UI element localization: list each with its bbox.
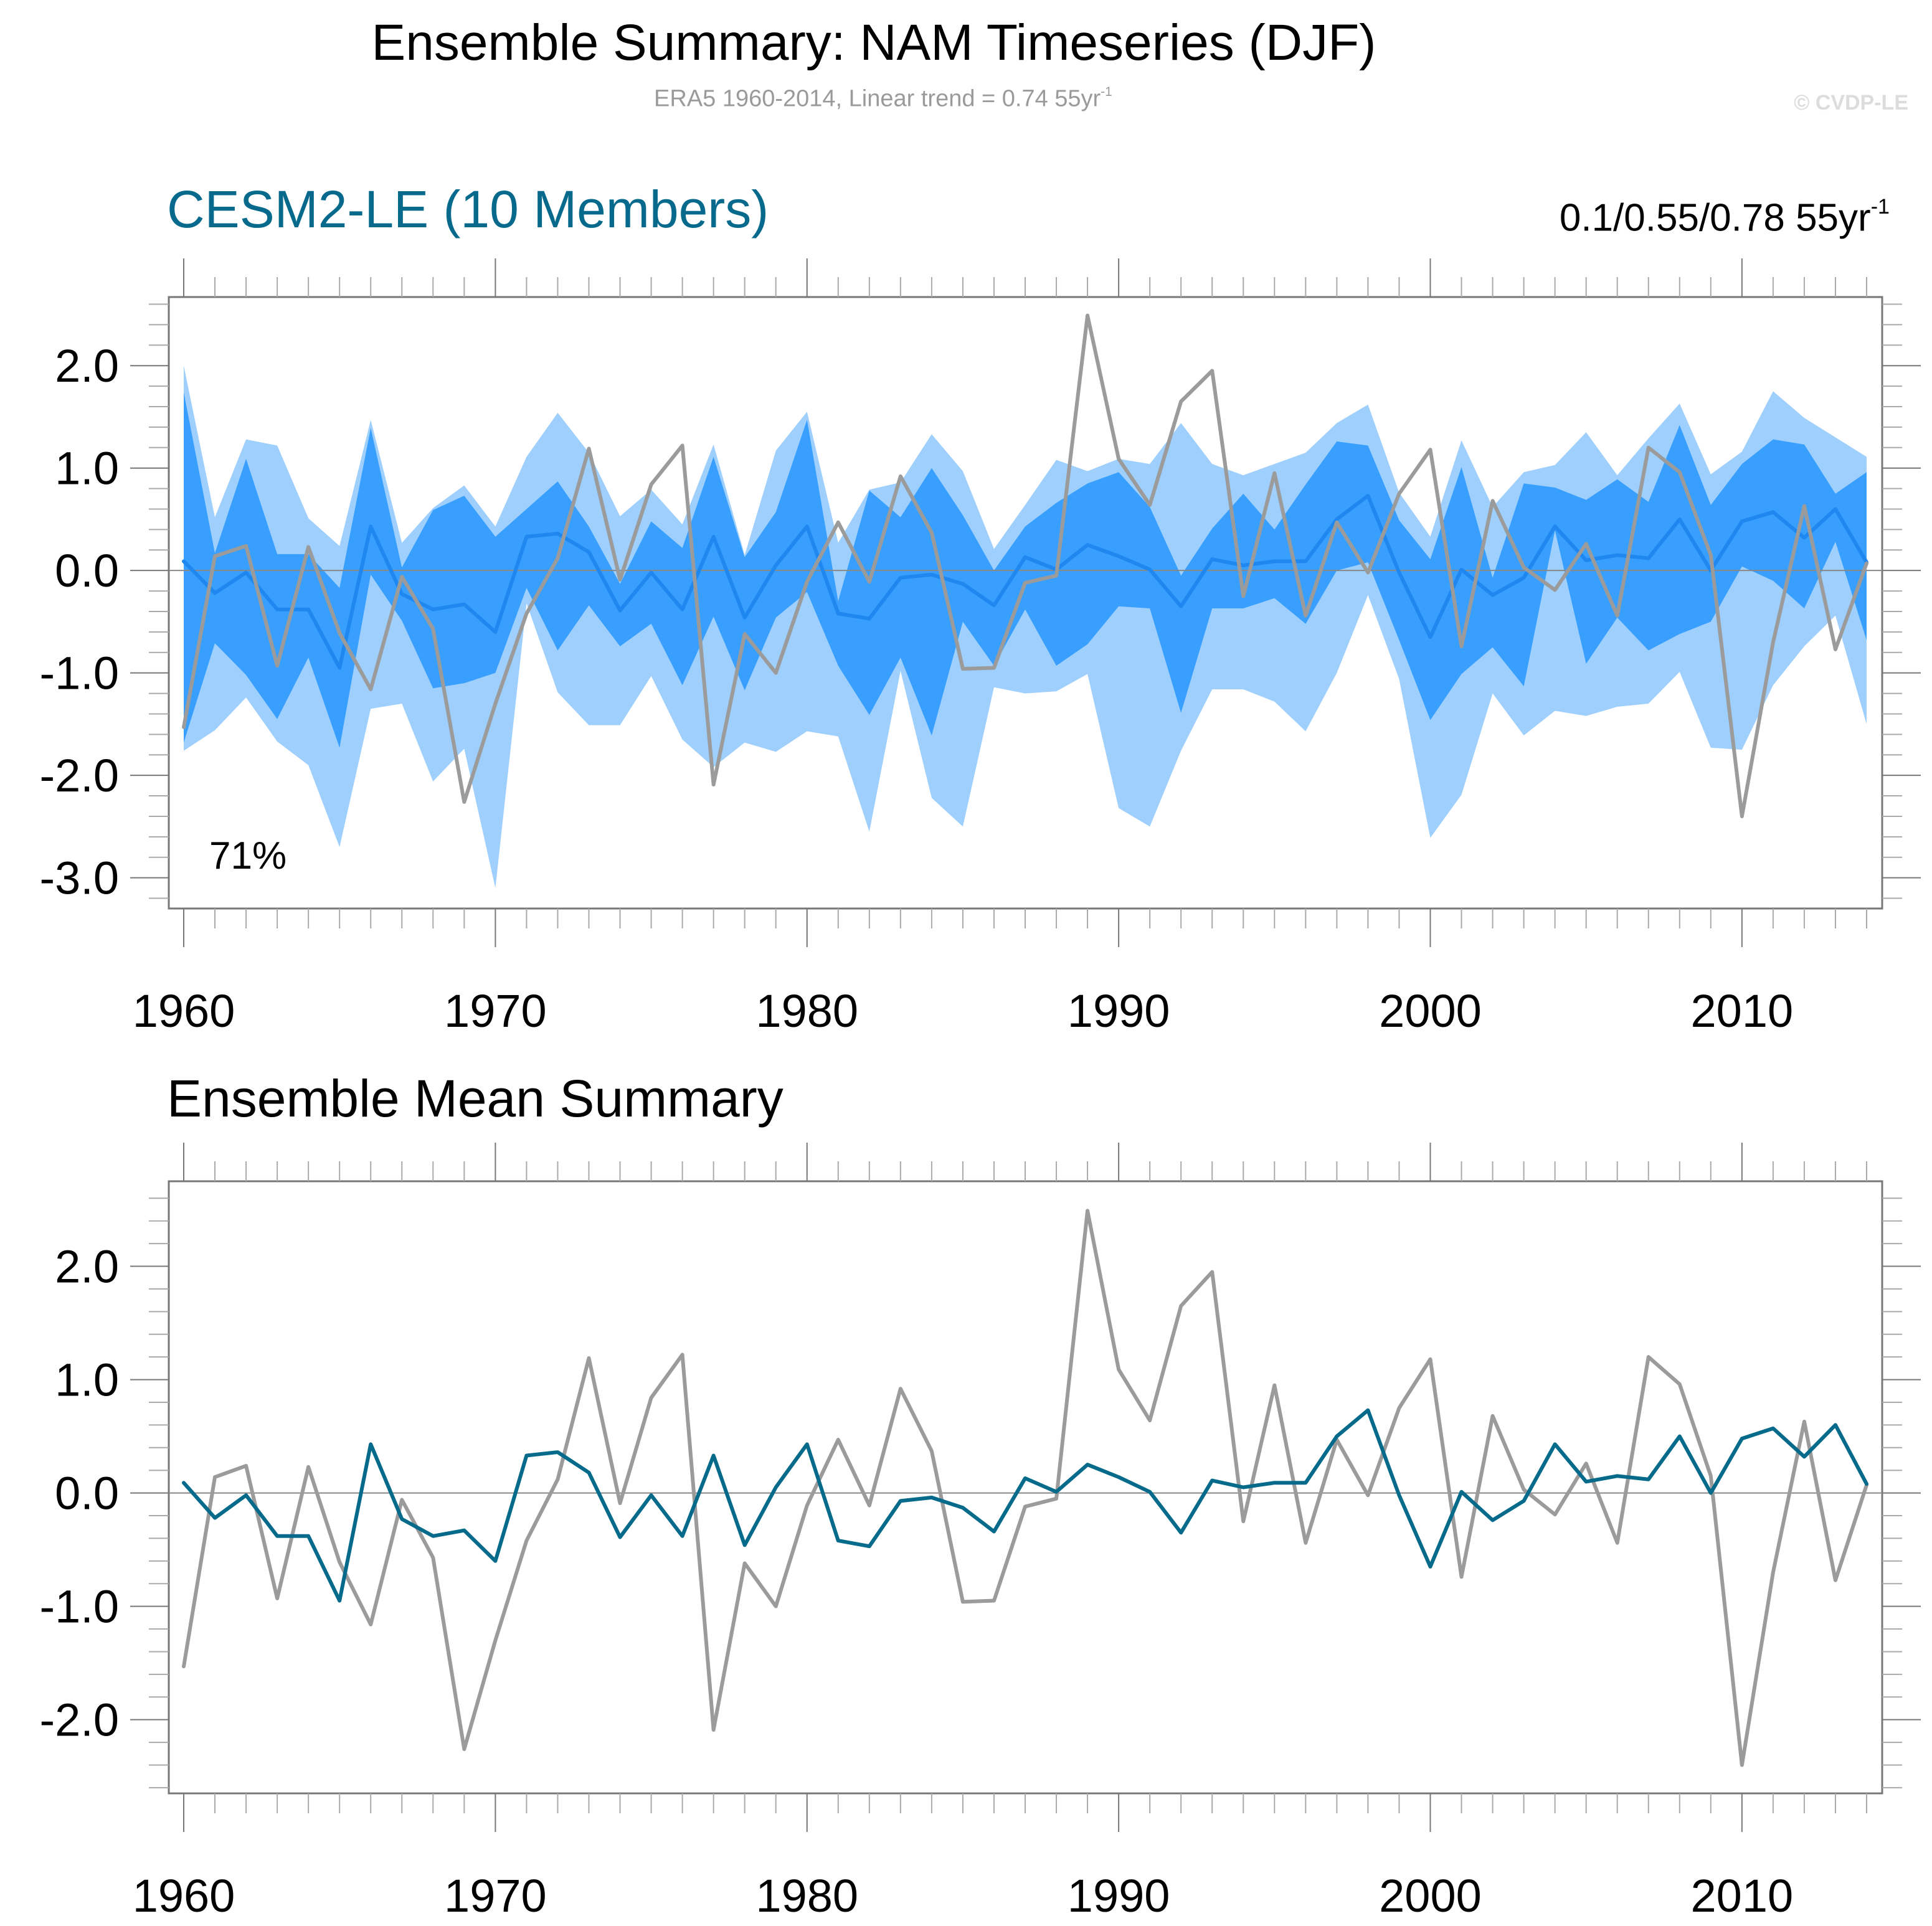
x-tick-label: 2000 — [1379, 985, 1482, 1037]
x-tick-label: 1980 — [755, 1870, 858, 1922]
y-tick-label: 1.0 — [55, 443, 119, 494]
y-tick-label: 2.0 — [55, 340, 119, 392]
subtitle-superscript: -1 — [1101, 85, 1112, 99]
x-tick-label: 2000 — [1379, 1870, 1482, 1922]
y-tick-label: 2.0 — [55, 1241, 119, 1293]
ensemble-min-max-band — [184, 366, 1867, 889]
trend-stats-superscript: -1 — [1870, 195, 1890, 219]
panel-ensemble-mean: 1960 1970 1980 1990 2000 2010 2.0 1.0 0.0 -1.0 -2.… — [39, 1143, 1921, 1922]
y-tick-label: -1.0 — [39, 648, 119, 699]
ensemble-mean-line — [182, 1408, 1868, 1603]
panel1-title: CESM2-LE (10 Members) — [167, 180, 769, 238]
trend-stats-text: 0.1/0.55/0.78 55yr — [1559, 196, 1871, 240]
x-tick-label: 2010 — [1691, 1870, 1794, 1922]
x-tick-label: 1970 — [444, 1870, 547, 1922]
copyright-label: © CVDP-LE — [1794, 91, 1908, 115]
x-tick-label: 2010 — [1691, 985, 1794, 1037]
x-tick-label: 1980 — [755, 985, 858, 1037]
y-tick-label: -1.0 — [39, 1581, 119, 1633]
x-tick-label: 1990 — [1068, 985, 1170, 1037]
figure-title: Ensemble Summary: NAM Timeseries (DJF) — [371, 14, 1376, 71]
panel2-title: Ensemble Mean Summary — [167, 1069, 784, 1128]
trend-stats-label: 0.1/0.55/0.78 55yr-1 — [1560, 196, 1890, 237]
figure-subtitle: ERA5 1960-2014, Linear trend = 0.74 55yr… — [654, 85, 1112, 112]
y-tick-label: -2.0 — [39, 750, 119, 801]
x-tick-label: 1970 — [444, 985, 547, 1037]
ensemble-mean-line — [182, 494, 1868, 670]
era5-observed-line — [182, 1209, 1868, 1767]
y-tick-label: 0.0 — [55, 1468, 119, 1519]
y-tick-label: 0.0 — [55, 545, 119, 597]
y-tick-label: 1.0 — [55, 1354, 119, 1406]
era5-observed-line — [182, 313, 1868, 818]
x-tick-label: 1990 — [1068, 1870, 1170, 1922]
subtitle-text: ERA5 1960-2014, Linear trend = 0.74 55yr — [654, 85, 1101, 112]
panel-ensemble-spread: 1960 1970 1980 1990 2000 2010 2.0 1.0 0.0 -1.0 -2.… — [39, 258, 1921, 1037]
x-tick-label: 1960 — [133, 985, 235, 1037]
x-tick-label: 1960 — [133, 1870, 235, 1922]
percent-within-range-label: 71% — [209, 834, 287, 877]
y-tick-label: -2.0 — [39, 1694, 119, 1746]
y-tick-label: -3.0 — [39, 852, 119, 904]
